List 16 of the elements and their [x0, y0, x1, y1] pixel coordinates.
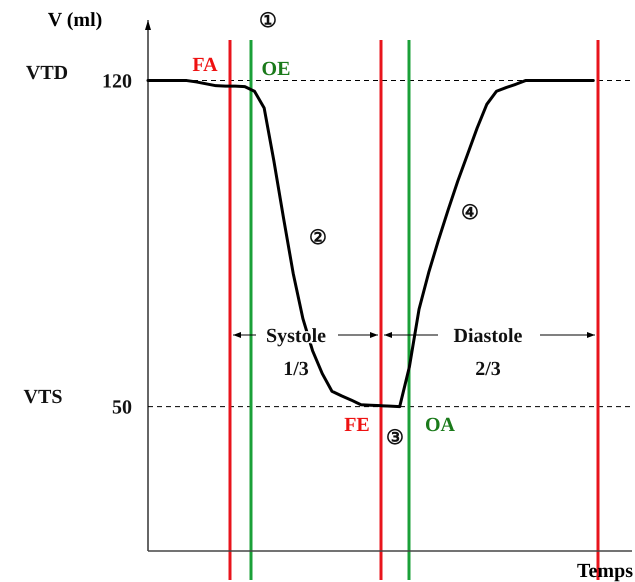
annotation: Diastole	[454, 325, 523, 347]
annotation: FA	[192, 54, 218, 76]
annotation: ②	[309, 227, 327, 249]
annotation: ①	[259, 10, 277, 32]
y-axis-title: V (ml)	[48, 9, 102, 31]
annotation: 1/3	[283, 358, 309, 380]
annotation: ④	[461, 202, 479, 224]
annotation: FE	[344, 414, 370, 436]
y-tick-label: 120	[102, 70, 132, 93]
text: VTD	[26, 62, 68, 84]
annotation: 2/3	[475, 358, 501, 380]
annotation: OE	[262, 58, 290, 80]
annotation: ③	[386, 427, 404, 449]
text: VTS	[24, 386, 62, 408]
y-tick-label: 50	[112, 396, 132, 419]
annotation: OA	[425, 414, 456, 436]
